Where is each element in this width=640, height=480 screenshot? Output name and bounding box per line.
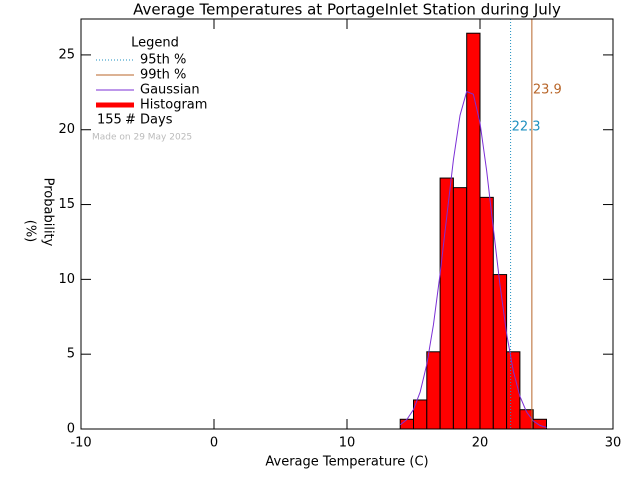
y-tick-label: 25	[58, 47, 75, 62]
y-tick-label: 10	[58, 272, 75, 287]
legend-label: 95th %	[140, 53, 186, 68]
x-tick-label: 20	[472, 436, 489, 451]
bar	[399, 418, 415, 430]
note: Made on 29 May 2025	[92, 133, 192, 143]
y-tick-label: 20	[58, 122, 75, 137]
bar	[452, 187, 468, 430]
y-tick-label: 0	[67, 422, 75, 437]
gaussian-line	[399, 90, 547, 428]
y-axis-label: (%)	[23, 220, 38, 243]
x-tick-label: 0	[210, 436, 218, 451]
legend-label: 99th %	[140, 68, 186, 83]
x-tick-label: -10	[70, 436, 91, 451]
chart-title: Average Temperatures at PortageInlet Sta…	[133, 1, 561, 19]
legend-title: Legend	[131, 36, 179, 51]
x-tick-label: 10	[339, 436, 356, 451]
legend-days: 155	[97, 113, 122, 128]
percentile-label: 22.3	[512, 120, 541, 135]
y-axis-label: Probability	[41, 178, 56, 247]
legend-label: Histogram	[140, 98, 207, 113]
y-tick-label: 5	[67, 347, 75, 362]
bar	[532, 418, 548, 430]
percentile-label: 23.9	[533, 83, 562, 98]
x-axis-label: Average Temperature (C)	[265, 455, 428, 470]
bar	[479, 196, 494, 430]
legend-days-label: # Days	[125, 113, 173, 128]
legend-label: Gaussian	[140, 83, 200, 98]
bar	[426, 351, 441, 430]
x-tick-label: 30	[605, 436, 622, 451]
y-tick-label: 15	[58, 197, 75, 212]
bar	[492, 274, 508, 430]
